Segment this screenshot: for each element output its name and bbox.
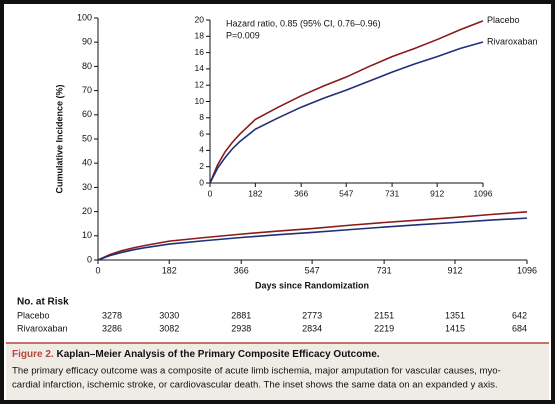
y-tick-label: 0 xyxy=(199,177,204,187)
risk-value: 2881 xyxy=(231,310,251,320)
series-line xyxy=(209,41,484,184)
y-tick-label: 70 xyxy=(82,85,92,95)
y-tick-label: 60 xyxy=(82,109,92,119)
y-tick-label: 40 xyxy=(82,158,92,168)
y-tick-label: 4 xyxy=(199,145,204,155)
risk-value: 684 xyxy=(512,323,527,333)
risk-title: No. at Risk xyxy=(17,297,69,308)
risk-value: 642 xyxy=(512,310,527,320)
risk-value: 1351 xyxy=(445,310,465,320)
caption-line: The primary efficacy outcome was a compo… xyxy=(12,366,501,377)
y-tick-label: 90 xyxy=(82,37,92,47)
annotation: Hazard ratio, 0.85 (95% CI, 0.76–0.96) xyxy=(226,18,381,28)
caption-box xyxy=(6,343,549,400)
y-tick-label: 50 xyxy=(82,133,92,143)
series-line xyxy=(97,211,528,261)
y-tick-label: 20 xyxy=(82,206,92,216)
x-tick-label: 547 xyxy=(339,188,353,198)
y-tick-label: 100 xyxy=(77,12,92,22)
risk-value: 2219 xyxy=(374,323,394,333)
risk-value: 1415 xyxy=(445,323,465,333)
y-axis-label: Cumulative Incidence (%) xyxy=(54,84,64,193)
risk-value: 2938 xyxy=(231,323,251,333)
caption-label: Figure 2. xyxy=(12,349,54,360)
series-line xyxy=(209,20,484,184)
x-tick-label: 182 xyxy=(162,265,177,275)
caption-line: cardial infarction, ischemic stroke, or … xyxy=(12,380,498,391)
y-tick-label: 14 xyxy=(195,63,205,73)
legend-label: Rivaroxaban xyxy=(487,36,538,46)
y-tick-label: 80 xyxy=(82,61,92,71)
y-tick-label: 18 xyxy=(195,31,205,41)
risk-value: 3082 xyxy=(159,323,179,333)
y-tick-label: 0 xyxy=(87,254,92,264)
y-tick-label: 8 xyxy=(199,112,204,122)
x-tick-label: 731 xyxy=(377,265,392,275)
risk-value: 3286 xyxy=(102,323,122,333)
x-tick-label: 0 xyxy=(95,265,100,275)
annotation: P=0.009 xyxy=(226,30,260,40)
y-tick-label: 10 xyxy=(195,96,205,106)
x-tick-label: 366 xyxy=(234,265,249,275)
y-tick-label: 20 xyxy=(195,14,205,24)
series-line xyxy=(97,217,528,261)
caption-title: Figure 2. Kaplan–Meier Analysis of the P… xyxy=(12,349,380,360)
x-tick-label: 0 xyxy=(208,188,213,198)
risk-value: 3030 xyxy=(159,310,179,320)
risk-value: 2834 xyxy=(302,323,322,333)
y-tick-label: 30 xyxy=(82,182,92,192)
x-tick-label: 547 xyxy=(305,265,320,275)
y-tick-label: 2 xyxy=(199,161,204,171)
risk-value: 3278 xyxy=(102,310,122,320)
x-axis-label: Days since Randomization xyxy=(255,280,369,290)
risk-row-label: Placebo xyxy=(17,310,50,320)
x-tick-label: 912 xyxy=(430,188,444,198)
risk-value: 2773 xyxy=(302,310,322,320)
y-tick-label: 12 xyxy=(195,79,205,89)
x-tick-label: 1096 xyxy=(517,265,537,275)
y-tick-label: 16 xyxy=(195,47,205,57)
risk-row-label: Rivaroxaban xyxy=(17,323,68,333)
x-tick-label: 912 xyxy=(447,265,462,275)
legend-label: Placebo xyxy=(487,15,520,25)
x-tick-label: 1096 xyxy=(474,188,493,198)
y-tick-label: 6 xyxy=(199,128,204,138)
risk-value: 2151 xyxy=(374,310,394,320)
x-tick-label: 731 xyxy=(385,188,399,198)
x-tick-label: 366 xyxy=(294,188,308,198)
y-tick-label: 10 xyxy=(82,230,92,240)
x-tick-label: 182 xyxy=(248,188,262,198)
caption-heading: Kaplan–Meier Analysis of the Primary Com… xyxy=(56,349,379,360)
